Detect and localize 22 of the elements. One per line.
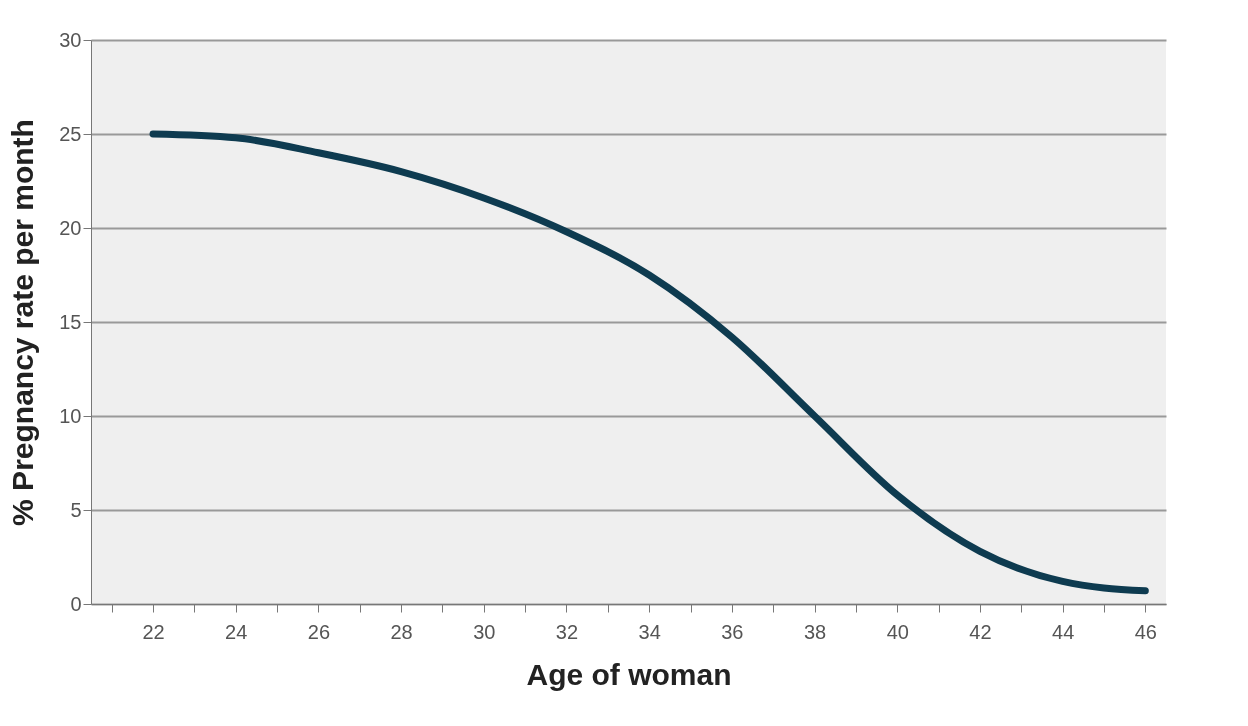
y-tick-label: 5 xyxy=(70,498,82,521)
x-tick-label: 36 xyxy=(721,620,744,643)
x-tick-label: 40 xyxy=(886,620,909,643)
x-tick-label: 30 xyxy=(473,620,496,643)
y-tick-label: 15 xyxy=(59,310,82,333)
x-tick-label: 42 xyxy=(969,620,992,643)
y-tick-label: 10 xyxy=(59,404,82,427)
y-axis-title: % Pregnancy rate per month xyxy=(6,119,40,526)
x-tick-label: 28 xyxy=(390,620,413,643)
y-tick-label: 20 xyxy=(59,216,82,239)
x-tick-label: 38 xyxy=(803,620,827,643)
x-tick-label: 46 xyxy=(1134,620,1157,643)
x-tick-label: 32 xyxy=(555,620,579,643)
x-tick-label: 44 xyxy=(1052,620,1075,643)
x-tick-label: 24 xyxy=(225,620,248,643)
x-tick-label: 22 xyxy=(142,620,165,643)
y-tick-label: 25 xyxy=(59,122,82,145)
x-axis-title: Age of woman xyxy=(526,657,732,691)
x-tick-label: 26 xyxy=(307,620,331,643)
y-tick-label: 0 xyxy=(70,592,82,615)
x-tick-label: 34 xyxy=(638,620,661,643)
y-tick-label: 30 xyxy=(59,28,82,51)
